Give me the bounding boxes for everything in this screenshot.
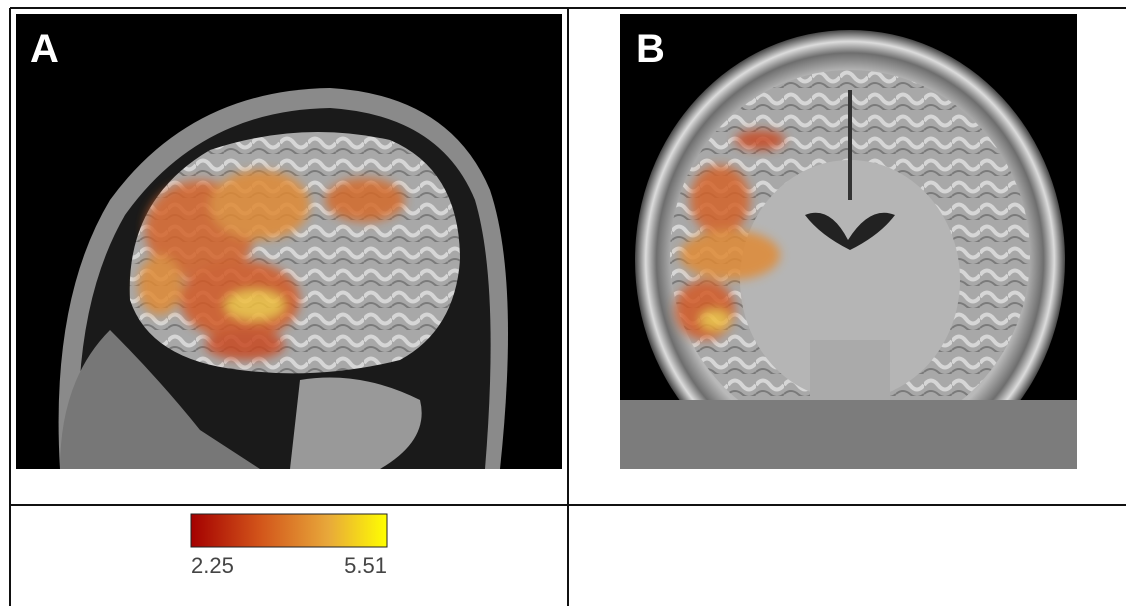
page: A B 2.25 5.51 (() => { const data = JSON… xyxy=(0,0,1126,606)
panel-a-image xyxy=(16,14,562,469)
panel-b-image xyxy=(620,14,1077,490)
colorbar-max: 5.51 xyxy=(344,553,387,578)
figure: A B 2.25 5.51 xyxy=(0,0,1126,606)
panel-label: B xyxy=(636,27,665,71)
colorbar xyxy=(191,514,387,547)
colorbar-min: 2.25 xyxy=(191,553,234,578)
panel-label: A xyxy=(30,27,59,71)
